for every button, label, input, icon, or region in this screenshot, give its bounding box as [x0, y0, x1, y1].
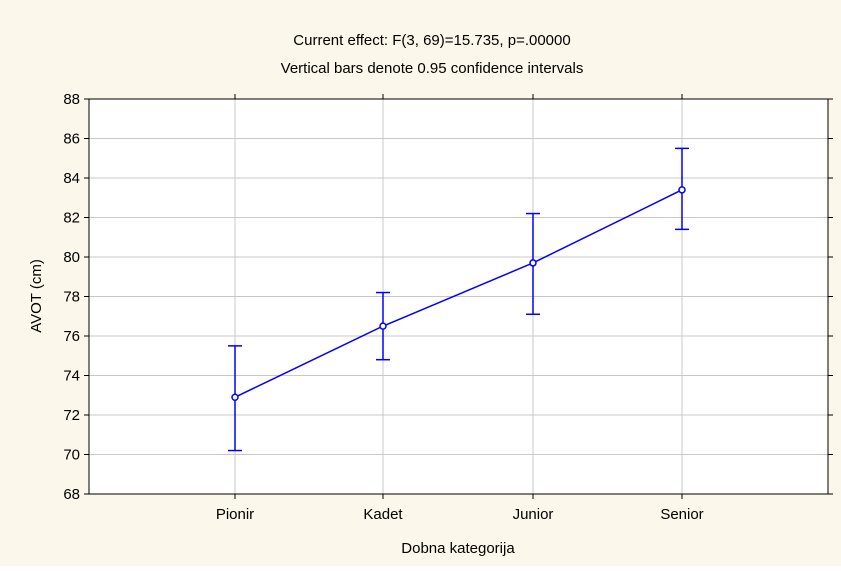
y-tick-label: 78: [63, 289, 80, 306]
series-line: [234, 189, 683, 398]
series: [228, 147, 689, 452]
y-tick-label: 76: [63, 328, 80, 345]
y-tick-label: 88: [63, 91, 80, 108]
x-tick-label: Junior: [513, 506, 554, 523]
data-point: [529, 259, 537, 267]
y-tick-label: 70: [63, 447, 80, 464]
x-axis-label: Dobna kategorija: [401, 540, 515, 557]
y-tick-label: 82: [63, 210, 80, 227]
data-point: [231, 393, 239, 401]
data-point: [379, 322, 387, 330]
y-axis-label: AVOT (cm): [28, 259, 45, 333]
y-tick-label: 80: [63, 249, 80, 266]
x-tick-label: Kadet: [363, 506, 403, 523]
data-point: [678, 186, 686, 194]
chart-title: Current effect: F(3, 69)=15.735, p=.0000…: [293, 32, 570, 49]
x-tick-label: Pionir: [216, 506, 254, 523]
x-axis: Pionir Kadet Junior Senior: [216, 94, 704, 523]
x-tick-label: Senior: [660, 506, 703, 523]
y-tick-label: 86: [63, 131, 80, 148]
y-tick-label: 68: [63, 486, 80, 503]
y-tick-label: 84: [63, 170, 80, 187]
chart-subtitle: Vertical bars denote 0.95 confidence int…: [281, 60, 584, 77]
y-tick-label: 72: [63, 407, 80, 424]
y-tick-label: 74: [63, 368, 80, 385]
y-axis: 68 70 72 74 76 78 80 82 84 86 88: [63, 91, 833, 503]
